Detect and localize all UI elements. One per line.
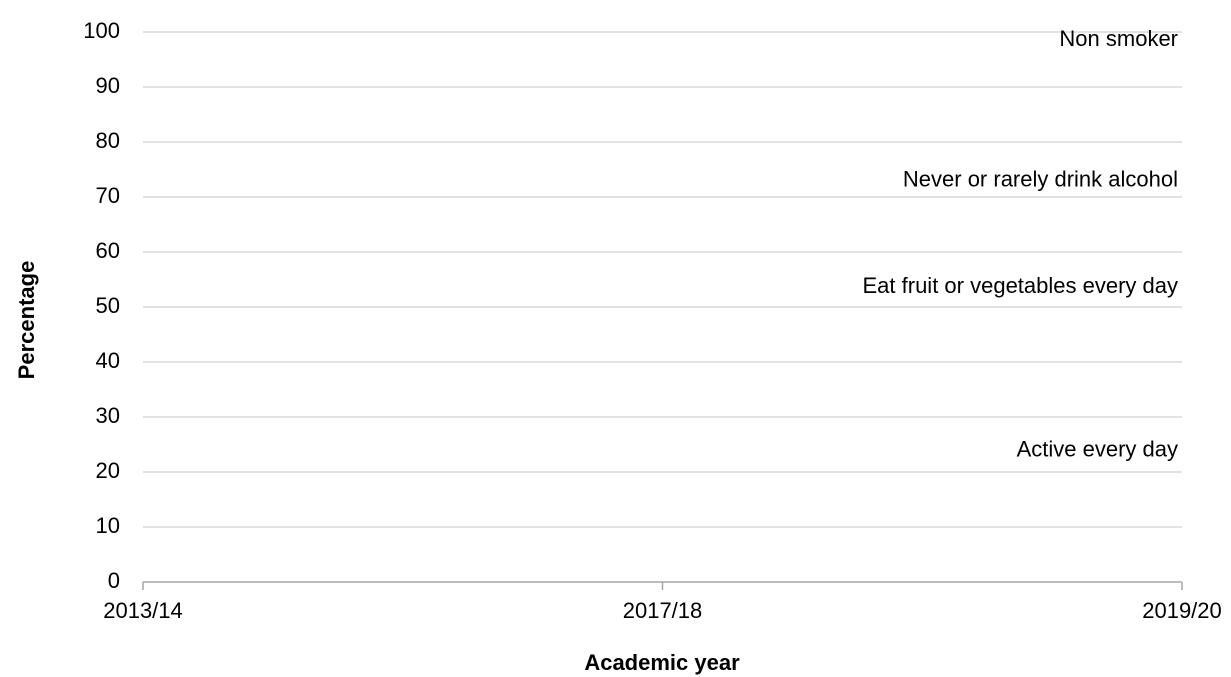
series-label: Active every day bbox=[1017, 437, 1178, 462]
y-tick-label: 50 bbox=[96, 293, 120, 318]
x-tick-label: 2013/14 bbox=[103, 598, 183, 623]
series-label: Never or rarely drink alcohol bbox=[903, 167, 1178, 192]
y-tick-label: 30 bbox=[96, 403, 120, 428]
y-tick-label: 70 bbox=[96, 183, 120, 208]
series-label: Non smoker bbox=[1059, 26, 1178, 51]
x-axis-title: Academic year bbox=[584, 650, 740, 675]
y-tick-label: 20 bbox=[96, 458, 120, 483]
y-tick-label: 40 bbox=[96, 348, 120, 373]
y-tick-label: 90 bbox=[96, 73, 120, 98]
x-tick-label: 2017/18 bbox=[623, 598, 703, 623]
y-axis-title: Percentage bbox=[14, 261, 39, 380]
y-tick-label: 0 bbox=[108, 568, 120, 593]
series-label: Eat fruit or vegetables every day bbox=[863, 273, 1179, 298]
y-tick-label: 60 bbox=[96, 238, 120, 263]
x-tick-label: 2019/20 bbox=[1142, 598, 1222, 623]
y-tick-label: 80 bbox=[96, 128, 120, 153]
y-tick-label: 10 bbox=[96, 513, 120, 538]
y-tick-label: 100 bbox=[83, 18, 120, 43]
